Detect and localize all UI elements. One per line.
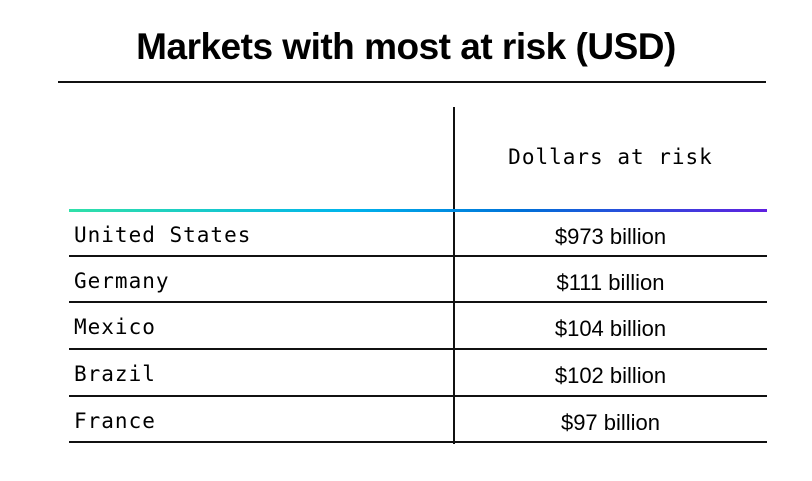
dollars-at-risk-value: $102 billion [554, 363, 667, 388]
header-gradient-rule [69, 209, 767, 212]
table-row: Germany $111 billion [69, 257, 767, 303]
table-row: Brazil $102 billion [69, 350, 767, 397]
table-row: United States $973 billion [69, 211, 767, 257]
table-row: France $97 billion [69, 397, 767, 443]
title-divider [58, 81, 766, 83]
dollars-at-risk-value: $111 billion [556, 270, 665, 295]
market-name: France [74, 409, 156, 433]
dollars-at-risk-value: $97 billion [560, 410, 661, 435]
market-name: Brazil [74, 362, 156, 386]
dollars-at-risk-value: $973 billion [554, 224, 667, 249]
page-title: Markets with most at risk (USD) [136, 26, 676, 67]
column-header-dollars-at-risk: Dollars at risk [508, 145, 713, 169]
market-name: United States [74, 223, 252, 247]
market-name: Germany [74, 269, 170, 293]
column-divider [453, 107, 455, 444]
market-name: Mexico [74, 315, 156, 339]
table-row: Mexico $104 billion [69, 303, 767, 350]
dollars-at-risk-value: $104 billion [554, 316, 667, 341]
